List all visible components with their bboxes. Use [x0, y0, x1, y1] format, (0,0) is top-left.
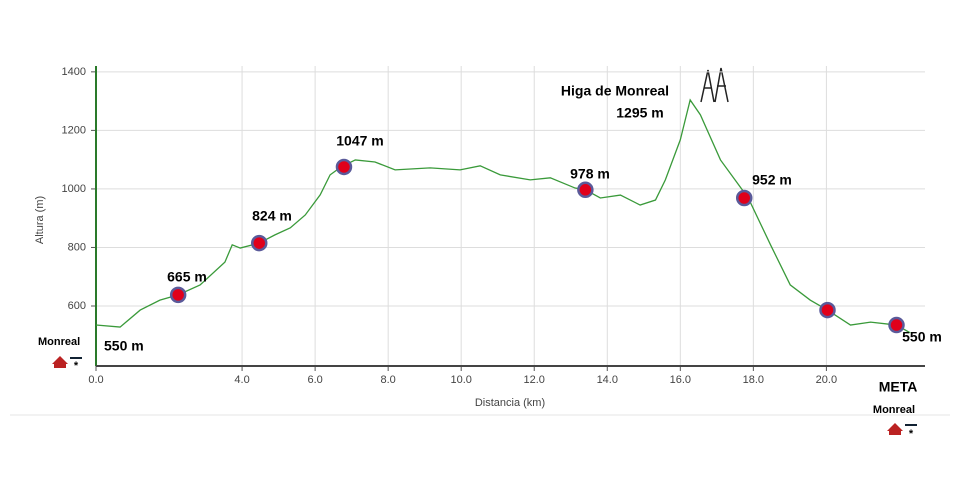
x-tick-label: 18.0: [743, 374, 764, 386]
annotation: 1047 m: [336, 133, 383, 149]
svg-text:*: *: [909, 428, 914, 440]
x-tick-label: 12.0: [524, 374, 545, 386]
y-tick-label: 600: [68, 300, 86, 312]
start-icon: *: [52, 356, 82, 372]
finish-icon: *: [887, 423, 917, 440]
annotation: 665 m: [167, 269, 207, 285]
x-tick-label: 4.0: [234, 374, 249, 386]
x-tick-label: 14.0: [597, 374, 618, 386]
x-tick-label: 0.0: [88, 374, 103, 386]
waypoint-marker: [888, 316, 905, 334]
x-axis-label: Distancia (km): [475, 397, 545, 409]
finish-label: META: [879, 379, 918, 395]
waypoint-marker: [335, 158, 353, 176]
waypoint-marker: [169, 286, 187, 304]
x-tick-label: 8.0: [381, 374, 396, 386]
elevation-line: [95, 98, 911, 334]
annotation: 550 m: [104, 338, 144, 354]
annotation: 978 m: [570, 166, 610, 182]
waypoint-marker: [250, 234, 268, 252]
annotation: 550 m: [902, 329, 942, 345]
waypoint-marker: [577, 181, 594, 199]
y-tick-label: 800: [68, 241, 86, 253]
x-tick-label: 16.0: [670, 374, 691, 386]
waypoint-marker: [735, 189, 753, 207]
y-axis-label: Altura (m): [34, 196, 46, 244]
y-tick-label: 1000: [62, 183, 86, 195]
annotation: Higa de Monreal: [561, 83, 669, 99]
annotation: 1295 m: [616, 105, 663, 121]
x-tick-label: 10.0: [450, 374, 471, 386]
annotation: 952 m: [752, 172, 792, 188]
x-tick-label: 6.0: [307, 374, 322, 386]
annotation: 824 m: [252, 208, 292, 224]
start-name: Monreal: [38, 336, 80, 348]
finish-name: Monreal: [873, 404, 915, 416]
waypoint-marker: [819, 301, 836, 319]
antenna-icon: [700, 67, 729, 103]
y-tick-label: 1400: [62, 66, 86, 78]
y-tick-label: 1200: [62, 124, 86, 136]
x-tick-label: 20.0: [816, 374, 837, 386]
svg-text:*: *: [74, 360, 79, 372]
